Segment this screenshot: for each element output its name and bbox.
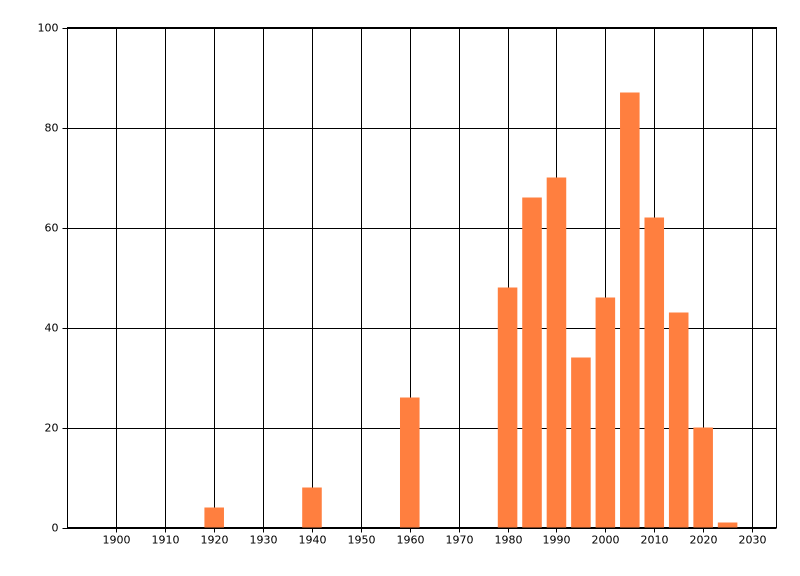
x-tick-label: 1930 xyxy=(250,534,278,547)
x-tick-label: 2000 xyxy=(592,534,620,547)
x-tick-label: 1990 xyxy=(543,534,571,547)
bar xyxy=(693,427,713,528)
bar xyxy=(668,312,689,528)
x-tick-label: 1900 xyxy=(103,534,131,547)
x-tick-label: 1980 xyxy=(495,534,523,547)
bar xyxy=(399,397,420,528)
bar xyxy=(204,507,224,528)
bar xyxy=(644,217,665,528)
plot-border xyxy=(67,27,777,528)
y-tick-label: 20 xyxy=(45,422,59,435)
x-tick-label: 1950 xyxy=(348,534,376,547)
y-tick-label: 100 xyxy=(38,22,59,35)
bar xyxy=(595,297,616,528)
y-tick-label: 40 xyxy=(45,322,59,335)
y-tick-label: 80 xyxy=(45,122,59,135)
x-tick-label: 1940 xyxy=(299,534,327,547)
bar xyxy=(717,522,738,528)
y-tick-label: 60 xyxy=(45,222,59,235)
x-tick-label: 2030 xyxy=(739,534,767,547)
x-tick-label: 1920 xyxy=(201,534,229,547)
bar xyxy=(302,487,322,528)
bar xyxy=(620,92,640,528)
x-tick-label: 1970 xyxy=(446,534,474,547)
y-tick-label: 0 xyxy=(52,522,59,535)
bar xyxy=(571,357,591,528)
x-tick-label: 2010 xyxy=(641,534,669,547)
bar xyxy=(546,177,567,528)
x-tick-label: 2020 xyxy=(690,534,718,547)
bar xyxy=(497,287,518,528)
x-tick-label: 1910 xyxy=(152,534,180,547)
bar xyxy=(522,197,542,528)
x-tick-label: 1960 xyxy=(397,534,425,547)
